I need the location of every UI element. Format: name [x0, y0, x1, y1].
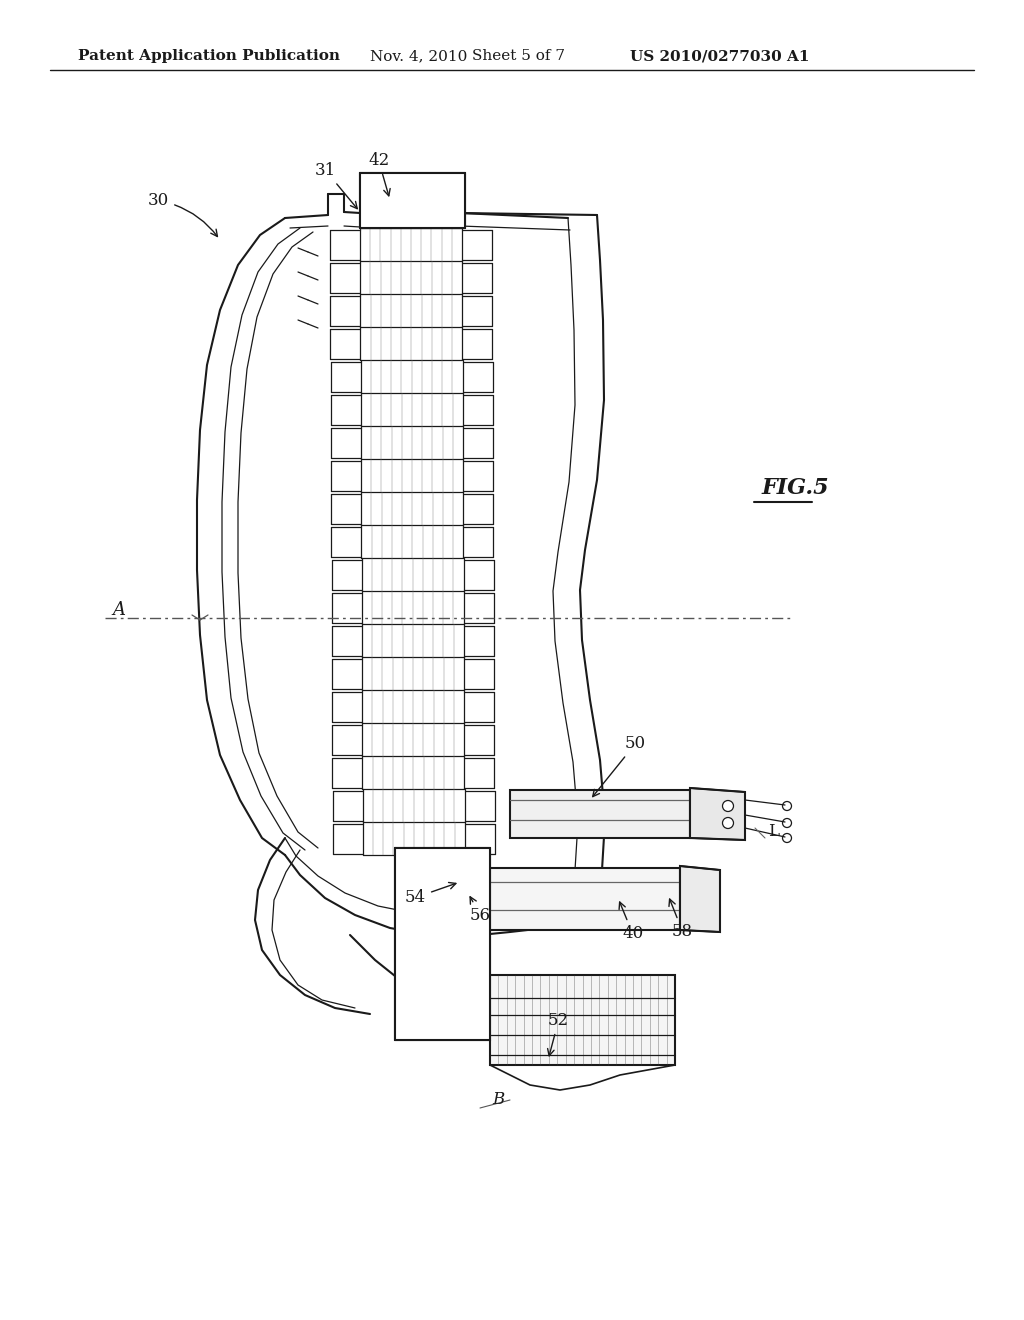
Polygon shape: [680, 866, 720, 932]
Text: 56: 56: [470, 896, 490, 924]
Circle shape: [723, 800, 733, 812]
Text: 50: 50: [593, 735, 646, 797]
Text: 40: 40: [620, 902, 643, 942]
Text: 31: 31: [315, 162, 357, 209]
Text: 42: 42: [368, 152, 390, 195]
Polygon shape: [395, 847, 490, 1040]
Polygon shape: [510, 789, 690, 838]
Polygon shape: [360, 173, 465, 228]
Text: 54: 54: [406, 883, 456, 906]
Text: 52: 52: [548, 1012, 569, 1056]
Text: A: A: [112, 601, 125, 619]
Text: US 2010/0277030 A1: US 2010/0277030 A1: [630, 49, 810, 63]
Text: Nov. 4, 2010: Nov. 4, 2010: [370, 49, 467, 63]
Polygon shape: [690, 788, 745, 840]
Text: Patent Application Publication: Patent Application Publication: [78, 49, 340, 63]
Circle shape: [723, 817, 733, 829]
Polygon shape: [490, 869, 680, 931]
Text: Sheet 5 of 7: Sheet 5 of 7: [472, 49, 565, 63]
Text: L: L: [768, 824, 779, 841]
Text: FIG.5: FIG.5: [762, 477, 829, 499]
Text: 30: 30: [148, 191, 217, 236]
Text: 58: 58: [669, 899, 693, 940]
Polygon shape: [490, 975, 675, 1065]
Text: B: B: [492, 1092, 504, 1109]
